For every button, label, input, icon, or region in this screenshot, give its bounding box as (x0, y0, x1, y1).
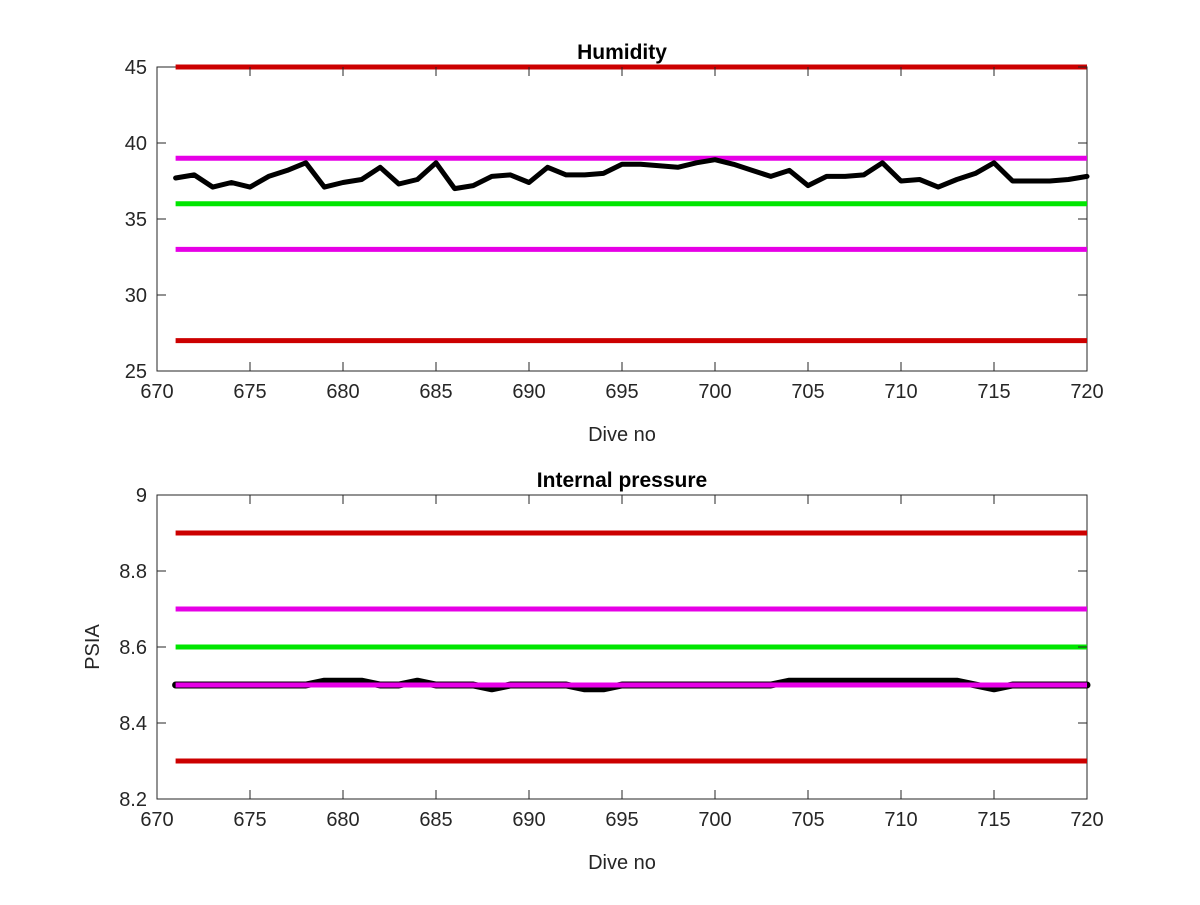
chart1-x-tick-label-2: 680 (326, 381, 359, 403)
chart2-title: Internal pressure (537, 469, 707, 492)
chart2-x-tick-label-10: 720 (1070, 809, 1103, 831)
chart1-x-tick-label-8: 710 (884, 381, 917, 403)
chart2-y-tick-label-1: 8.4 (119, 713, 147, 735)
chart1-x-tick-label-0: 670 (140, 381, 173, 403)
chart1-x-tick-label-9: 715 (977, 381, 1010, 403)
chart1-y-tick-label-4: 45 (125, 57, 147, 79)
chart2-x-tick-label-3: 685 (419, 809, 452, 831)
chart2-y-tick-label-3: 8.8 (119, 561, 147, 583)
chart1-x-tick-label-4: 690 (512, 381, 545, 403)
chart2-x-tick-label-0: 670 (140, 809, 173, 831)
chart2-y-axis-label: PSIA (82, 624, 104, 670)
chart1-x-tick-label-7: 705 (791, 381, 824, 403)
chart1-x-tick-label-3: 685 (419, 381, 452, 403)
chart1-x-tick-label-10: 720 (1070, 381, 1103, 403)
chart1-x-tick-label-6: 700 (698, 381, 731, 403)
chart2-x-tick-label-8: 710 (884, 809, 917, 831)
chart1-y-tick-label-1: 30 (125, 285, 147, 307)
chart1-y-tick-label-2: 35 (125, 209, 147, 231)
chart2-y-tick-label-4: 9 (136, 485, 147, 507)
chart2-x-tick-label-4: 690 (512, 809, 545, 831)
chart1-axes-box (156, 66, 1088, 372)
chart2-y-tick-label-0: 8.2 (119, 789, 147, 811)
chart1-x-tick-label-5: 695 (605, 381, 638, 403)
chart2-x-tick-label-9: 715 (977, 809, 1010, 831)
chart2-x-tick-label-1: 675 (233, 809, 266, 831)
chart2-x-tick-label-5: 695 (605, 809, 638, 831)
chart2-x-tick-label-2: 680 (326, 809, 359, 831)
chart2-x-axis-label: Dive no (588, 852, 656, 874)
chart1-x-tick-label-1: 675 (233, 381, 266, 403)
chart1-y-tick-label-0: 25 (125, 361, 147, 383)
chart1-series-line-0 (173, 157, 1090, 192)
chart1-y-tick-label-3: 40 (125, 133, 147, 155)
chart1-title: Humidity (577, 41, 667, 64)
chart2-x-tick-label-7: 705 (791, 809, 824, 831)
chart2-x-tick-label-6: 700 (698, 809, 731, 831)
chart1-x-axis-label: Dive no (588, 424, 656, 446)
chart2-y-tick-label-2: 8.6 (119, 637, 147, 659)
